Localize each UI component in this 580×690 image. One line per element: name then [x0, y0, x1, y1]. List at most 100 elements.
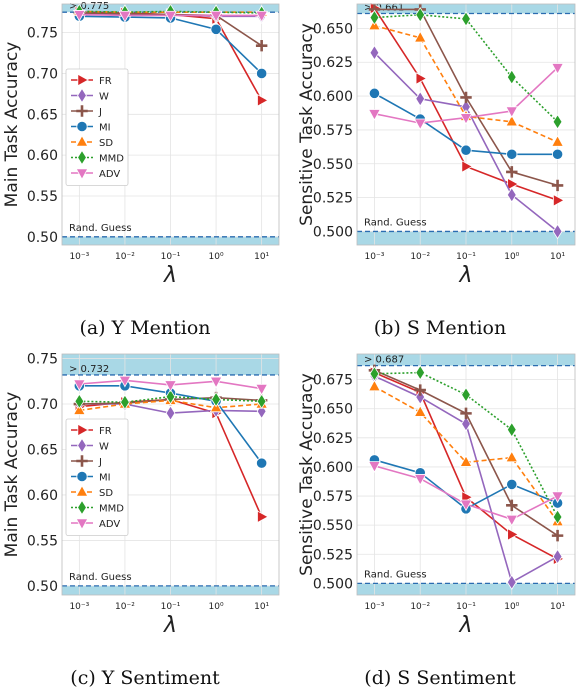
lower-ref-label: Rand. Guess: [364, 217, 427, 228]
data-point-adv: [209, 10, 223, 23]
data-point-mmd: [369, 366, 380, 382]
data-point-adv: [551, 491, 564, 504]
x-tick-label: 10¹: [254, 252, 269, 262]
data-point-w: [506, 574, 517, 590]
data-point-mmd: [506, 421, 517, 438]
data-point-mmd: [552, 114, 563, 130]
caption-d: (d) S Sentiment: [364, 667, 516, 689]
x-tick-label: 10¹: [550, 252, 565, 262]
data-point-w: [415, 389, 426, 405]
upper-ref-label: > 0.775: [69, 1, 109, 12]
data-point-adv: [118, 375, 132, 388]
chart-panel-4: 0.500 0.525 0.550 0.575 0.600 0.625 0.650 0.675…: [297, 353, 576, 638]
chart-panel-1: 0.50 0.55 0.60 0.65 0.70 0.75 10⁻³ 10⁻² 10⁻¹ 10⁰ 1…: [2, 1, 280, 288]
x-tick-label: 10⁻³: [69, 602, 89, 612]
data-point-fr: [507, 177, 519, 191]
y-tick-label: 0.60: [27, 488, 58, 504]
data-point-mi: [506, 148, 518, 160]
data-point-mi: [506, 478, 518, 490]
legend-marker-adv: [75, 168, 89, 181]
legend-label-fr: FR: [99, 426, 112, 437]
data-point-mmd: [74, 393, 85, 410]
data-point-sd: [413, 405, 427, 417]
y-tick-label: 0.600: [313, 89, 353, 105]
upper-ref-label: > 0.732: [69, 364, 109, 375]
legend-label-fr: FR: [99, 76, 112, 87]
data-point-adv: [459, 499, 473, 512]
data-point-w: [415, 91, 426, 107]
data-point-adv: [164, 10, 177, 23]
x-tick-label: 10⁻¹: [161, 602, 181, 612]
legend-marker-j: [76, 455, 88, 467]
data-point-mmd: [369, 9, 380, 26]
data-point-mi: [210, 23, 222, 35]
data-point-mmd: [165, 388, 176, 405]
legend-marker-adv: [75, 518, 89, 531]
y-tick-label: 0.550: [313, 518, 353, 534]
y-tick-label: 0.675: [313, 373, 353, 389]
y-tick-label: 0.75: [27, 26, 58, 42]
data-point-mmd: [256, 393, 267, 410]
legend-label-adv: ADV: [99, 169, 120, 180]
data-point-mmd: [415, 364, 426, 381]
data-point-adv: [255, 383, 269, 396]
legend-label-sd: SD: [99, 138, 113, 149]
legend-label-j: J: [98, 107, 102, 118]
data-point-fr: [461, 160, 474, 173]
y-tick-label: 0.50: [27, 579, 58, 595]
legend-marker-sd: [75, 484, 89, 497]
data-point-adv: [255, 10, 269, 23]
y-axis-label: Main Task Accuracy: [2, 42, 22, 208]
x-axis-label: λ: [163, 613, 177, 638]
legend-marker-j: [76, 105, 88, 117]
data-point-sd: [459, 455, 473, 467]
x-tick-label: 10⁻²: [410, 602, 430, 612]
legend-label-adv: ADV: [99, 519, 120, 530]
data-point-w: [461, 416, 471, 432]
data-point-sd: [413, 30, 427, 43]
data-point-mi: [368, 87, 381, 99]
legend-label-sd: SD: [99, 488, 113, 499]
legend-marker-w: [77, 437, 87, 454]
data-point-adv: [164, 380, 177, 392]
data-point-j: [551, 529, 564, 542]
upper-ref-label: > 0.661: [364, 2, 404, 13]
caption-c: (c) Y Sentiment: [70, 667, 220, 689]
x-tick-label: 10⁻²: [410, 252, 430, 262]
caption-b: (b) S Mention: [374, 317, 506, 339]
x-tick-label: 10¹: [550, 602, 565, 612]
data-point-adv: [72, 379, 86, 392]
legend-marker-fr: [77, 73, 90, 87]
data-point-fr: [415, 72, 428, 85]
x-axis-label: λ: [163, 263, 177, 288]
legend-label-mmd: MMD: [99, 154, 124, 165]
y-tick-label: 0.575: [313, 489, 353, 505]
x-tick-label: 10⁻¹: [456, 252, 476, 262]
x-tick-label: 10⁻¹: [456, 602, 476, 612]
data-point-adv: [551, 63, 564, 75]
y-tick-label: 0.65: [27, 442, 58, 458]
chart-panel-2: 0.500 0.525 0.550 0.575 0.600 0.625 0.650 10⁻³ 1…: [297, 1, 576, 288]
y-tick-label: 0.55: [27, 189, 58, 205]
data-point-j: [460, 91, 472, 104]
data-point-j: [255, 39, 268, 52]
data-point-adv: [209, 376, 223, 389]
y-tick-label: 0.575: [313, 123, 353, 139]
data-point-fr: [257, 510, 269, 524]
data-point-fr: [257, 94, 269, 107]
data-point-j: [506, 166, 518, 178]
y-tick-label: 0.50: [27, 230, 58, 246]
y-axis-label: Sensitive Task Accuracy: [297, 373, 317, 576]
data-point-mi: [460, 144, 472, 156]
x-tick-label: 10⁰: [504, 252, 519, 262]
data-point-adv: [459, 113, 473, 125]
legend-marker-mmd: [77, 149, 87, 166]
x-tick-label: 10⁰: [504, 602, 519, 612]
data-point-mmd: [461, 11, 471, 27]
data-point-mmd: [120, 394, 130, 410]
x-tick-label: 10¹: [254, 602, 269, 612]
data-point-mmd: [461, 386, 471, 403]
y-tick-label: 0.500: [313, 576, 353, 592]
data-point-sd: [505, 114, 519, 127]
